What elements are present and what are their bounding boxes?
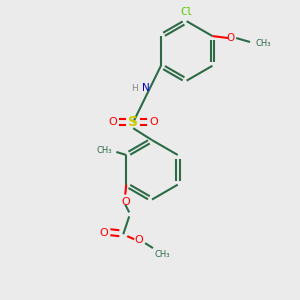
Text: O: O xyxy=(108,117,117,127)
Text: O: O xyxy=(99,228,108,238)
Text: CH₃: CH₃ xyxy=(256,38,272,47)
Text: O: O xyxy=(150,117,158,127)
Text: Cl: Cl xyxy=(180,7,193,17)
Text: O: O xyxy=(121,196,130,207)
Text: O: O xyxy=(135,235,143,245)
Text: CH₃: CH₃ xyxy=(155,250,170,259)
Text: H: H xyxy=(131,84,138,93)
Text: CH₃: CH₃ xyxy=(97,146,112,155)
Text: N: N xyxy=(142,83,150,93)
Text: S: S xyxy=(128,115,138,129)
Text: O: O xyxy=(226,33,234,43)
